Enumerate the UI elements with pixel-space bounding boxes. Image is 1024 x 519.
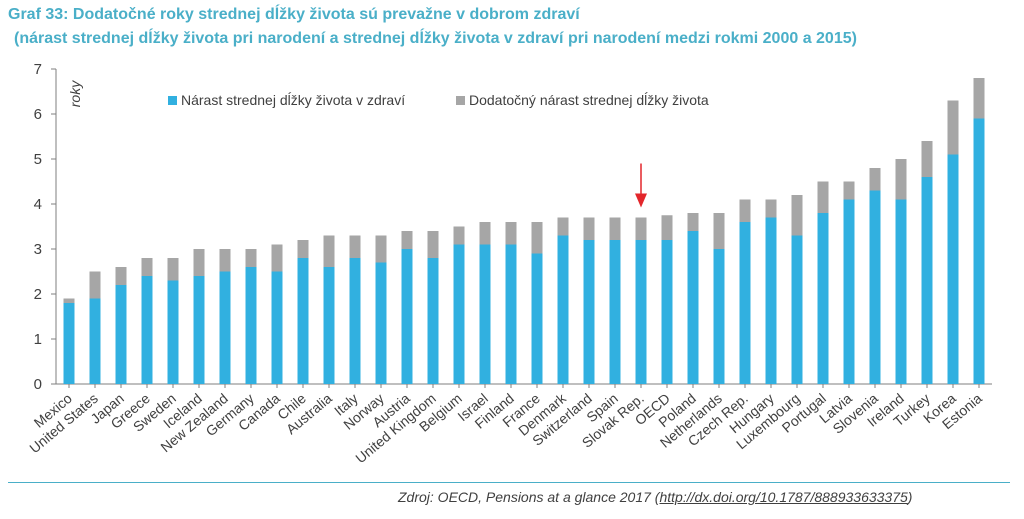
bar-additional — [947, 100, 959, 155]
bar-healthy — [271, 271, 283, 384]
bar-healthy — [817, 213, 829, 384]
bar-healthy — [297, 258, 309, 384]
bar-additional — [557, 217, 569, 236]
bar-healthy — [687, 231, 699, 384]
bar-healthy — [219, 271, 231, 384]
bar-healthy — [635, 240, 647, 384]
highlight-arrow-head — [635, 193, 647, 208]
bar-additional — [921, 141, 933, 177]
chart-title: Graf 33: Dodatočné roky strednej dĺžky ž… — [8, 6, 580, 23]
source-note: Zdroj: OECD, Pensions at a glance 2017 (… — [398, 489, 912, 505]
bar-healthy — [661, 240, 673, 384]
y-tick-label: 4 — [34, 196, 42, 213]
y-tick-label: 0 — [34, 376, 42, 393]
bar-additional — [843, 181, 855, 200]
bar-additional — [869, 168, 881, 191]
y-tick-label: 2 — [34, 286, 42, 303]
bar-healthy — [557, 235, 569, 384]
bar-additional — [401, 231, 413, 249]
bar-additional — [375, 235, 387, 263]
bar-healthy — [193, 276, 205, 384]
bar-additional — [609, 217, 621, 240]
bar-healthy — [895, 199, 907, 384]
bar-additional — [245, 249, 257, 267]
bar-additional — [453, 226, 465, 245]
bar-additional — [479, 222, 491, 245]
bar-healthy — [921, 177, 933, 384]
bar-healthy — [609, 240, 621, 384]
bar-healthy — [765, 217, 777, 384]
bar-additional — [427, 231, 439, 258]
bar-additional — [167, 258, 179, 281]
bar-additional — [635, 217, 647, 240]
chart-subtitle: (nárast strednej dĺžky života pri narode… — [14, 30, 857, 47]
legend-swatch-additional — [456, 96, 465, 105]
bar-healthy — [973, 118, 985, 384]
bar-healthy — [115, 285, 127, 384]
bar-additional — [271, 244, 283, 272]
bar-additional — [505, 222, 517, 245]
legend-label-healthy: Nárast strednej dĺžky života v zdraví — [181, 91, 405, 108]
bar-healthy — [739, 222, 751, 384]
bar-additional — [895, 159, 907, 200]
bar-additional — [141, 258, 153, 276]
bar-healthy — [947, 154, 959, 384]
bar-healthy — [505, 244, 517, 384]
bar-additional — [661, 215, 673, 240]
footer-divider — [8, 482, 1010, 483]
bar-additional — [323, 235, 335, 267]
bar-healthy — [843, 199, 855, 384]
bar-healthy — [427, 258, 439, 384]
bar-healthy — [63, 303, 75, 384]
y-axis-label: roky — [67, 80, 83, 107]
y-tick-label: 3 — [34, 241, 42, 258]
bar-additional — [531, 222, 543, 254]
y-tick-label: 5 — [34, 151, 42, 168]
bar-healthy — [375, 262, 387, 384]
bar-healthy — [479, 244, 491, 384]
bar-healthy — [89, 298, 101, 384]
bar-healthy — [245, 267, 257, 384]
y-tick-label: 6 — [34, 106, 42, 123]
bar-additional — [583, 217, 595, 240]
bar-healthy — [531, 253, 543, 384]
bar-additional — [297, 240, 309, 258]
source-link[interactable]: http://dx.doi.org/10.1787/888933633375 — [659, 489, 908, 505]
bar-additional — [817, 181, 829, 213]
y-tick-label: 1 — [34, 331, 42, 348]
bar-additional — [193, 249, 205, 276]
bar-healthy — [791, 235, 803, 384]
source-text: Zdroj: OECD, Pensions at a glance 2017 ( — [398, 489, 660, 505]
bar-additional — [219, 249, 231, 272]
bar-additional — [739, 199, 751, 222]
bar-additional — [115, 267, 127, 285]
bar-additional — [63, 298, 75, 303]
legend-swatch-healthy — [168, 96, 177, 105]
bar-healthy — [869, 190, 881, 384]
bar-healthy — [713, 249, 725, 384]
bar-healthy — [401, 249, 413, 384]
bar-additional — [89, 271, 101, 299]
bar-additional — [765, 199, 777, 218]
bar-additional — [791, 195, 803, 236]
bar-additional — [349, 235, 361, 258]
bar-additional — [973, 78, 985, 119]
source-close: ) — [907, 489, 913, 505]
bar-additional — [713, 213, 725, 249]
bar-additional — [687, 213, 699, 231]
y-tick-label: 7 — [34, 61, 42, 78]
bar-healthy — [349, 258, 361, 384]
bar-healthy — [453, 244, 465, 384]
bar-healthy — [583, 240, 595, 384]
bar-healthy — [141, 276, 153, 384]
bar-healthy — [167, 280, 179, 384]
bar-healthy — [323, 267, 335, 384]
legend-label-additional: Dodatočný nárast strednej dĺžky života — [469, 91, 709, 108]
